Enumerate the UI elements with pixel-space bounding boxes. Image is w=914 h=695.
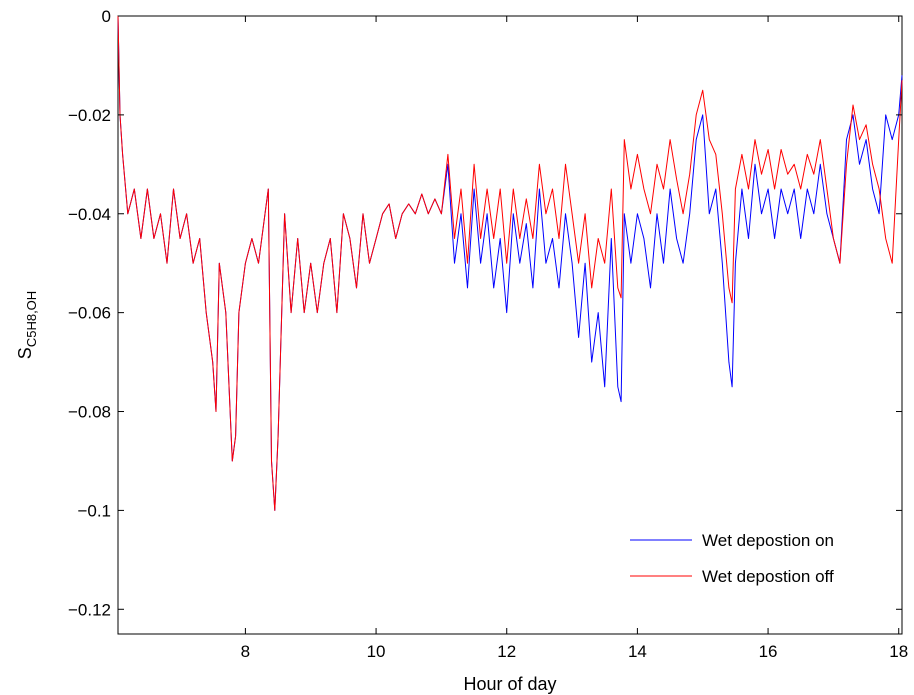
x-tick-label: 12: [497, 642, 516, 661]
y-tick-label: 0: [102, 7, 111, 26]
y-axis-title-main: S: [15, 347, 35, 359]
x-ticks: 8 10 12 14 16 18: [241, 16, 908, 661]
y-tick-label: −0.02: [68, 106, 111, 125]
series-layer: [117, 15, 903, 511]
x-tick-label: 14: [628, 642, 647, 661]
legend-label-wet-deposition-on: Wet depostion on: [702, 531, 834, 550]
x-axis-title: Hour of day: [463, 674, 556, 694]
y-tick-label: −0.12: [68, 600, 111, 619]
y-tick-label: −0.06: [68, 304, 111, 323]
series-line-wet-deposition-off: [117, 15, 903, 511]
x-tick-label: 8: [241, 642, 250, 661]
y-axis-title: SC5H8,OH: [15, 291, 39, 359]
y-tick-label: −0.04: [68, 205, 111, 224]
x-tick-label: 10: [367, 642, 386, 661]
y-axis-title-subscript: C5H8,OH: [24, 291, 39, 347]
y-ticks: 0 −0.02 −0.04 −0.06 −0.08 −0.1 −0.12: [68, 7, 902, 619]
legend: Wet depostion on Wet depostion off: [624, 520, 896, 596]
legend-box: [624, 520, 896, 596]
y-tick-label: −0.1: [77, 501, 111, 520]
x-tick-label: 16: [759, 642, 778, 661]
x-tick-label: 18: [889, 642, 908, 661]
y-tick-label: −0.08: [68, 403, 111, 422]
legend-label-wet-deposition-off: Wet depostion off: [702, 567, 834, 586]
